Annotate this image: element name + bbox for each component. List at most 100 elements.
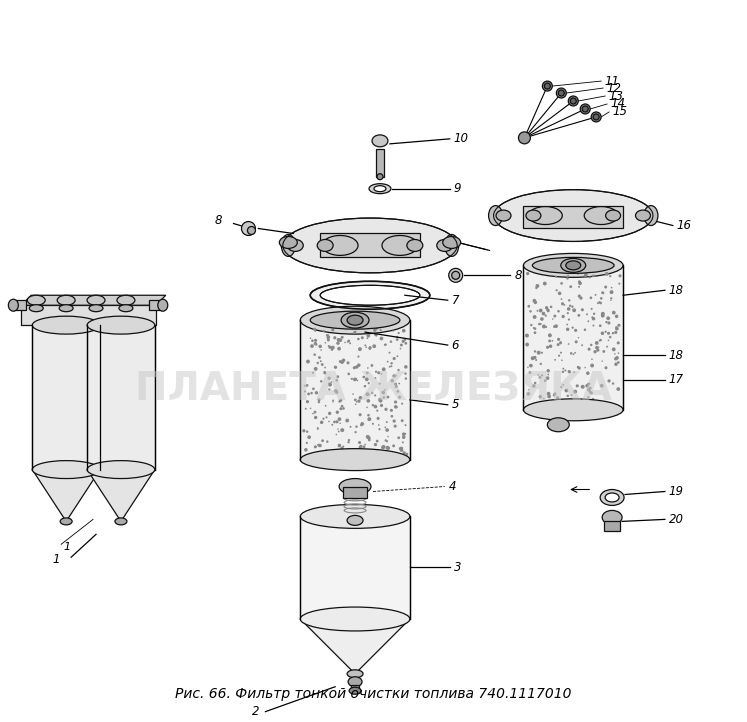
Ellipse shape [317, 399, 320, 401]
Ellipse shape [357, 338, 360, 340]
Ellipse shape [547, 392, 551, 396]
Text: 1: 1 [52, 553, 60, 566]
Ellipse shape [330, 381, 332, 383]
Ellipse shape [557, 310, 560, 313]
Ellipse shape [365, 326, 367, 327]
Ellipse shape [372, 344, 376, 348]
Ellipse shape [313, 328, 316, 331]
Ellipse shape [359, 445, 362, 448]
Ellipse shape [366, 435, 370, 439]
Ellipse shape [300, 306, 410, 334]
Ellipse shape [437, 240, 453, 251]
Ellipse shape [365, 378, 369, 381]
Ellipse shape [368, 393, 370, 396]
Ellipse shape [359, 445, 361, 448]
Ellipse shape [557, 88, 566, 98]
Ellipse shape [318, 344, 322, 348]
Ellipse shape [590, 344, 592, 346]
Ellipse shape [543, 282, 547, 285]
Ellipse shape [341, 447, 344, 450]
Ellipse shape [534, 327, 536, 330]
Ellipse shape [362, 445, 365, 448]
Ellipse shape [87, 316, 155, 334]
Ellipse shape [404, 365, 408, 369]
Ellipse shape [324, 342, 326, 344]
Text: 3: 3 [453, 561, 461, 574]
Ellipse shape [376, 335, 377, 336]
Bar [604, 521, 620, 531]
Ellipse shape [606, 346, 608, 348]
Text: Рис. 66. Фильтр тонкой очистки топлива 740.1117010: Рис. 66. Фильтр тонкой очистки топлива 7… [175, 687, 571, 701]
Ellipse shape [580, 104, 590, 114]
Ellipse shape [310, 311, 400, 329]
Text: 10: 10 [453, 132, 468, 145]
Ellipse shape [378, 428, 380, 430]
Ellipse shape [540, 317, 544, 321]
Ellipse shape [577, 367, 581, 370]
Text: 2: 2 [252, 705, 259, 718]
Ellipse shape [581, 344, 583, 346]
Ellipse shape [317, 401, 320, 404]
Ellipse shape [339, 422, 341, 424]
Ellipse shape [326, 417, 327, 419]
Ellipse shape [604, 366, 607, 369]
Ellipse shape [570, 98, 576, 104]
Ellipse shape [367, 334, 371, 338]
Text: 6: 6 [452, 339, 459, 352]
Ellipse shape [342, 445, 344, 448]
Text: 17: 17 [669, 373, 684, 386]
Ellipse shape [539, 308, 542, 313]
Ellipse shape [373, 329, 376, 332]
Ellipse shape [549, 344, 552, 348]
Text: 14: 14 [610, 97, 625, 110]
Ellipse shape [530, 310, 532, 313]
Ellipse shape [586, 384, 589, 388]
Ellipse shape [307, 393, 310, 396]
Ellipse shape [595, 341, 598, 345]
Ellipse shape [561, 258, 586, 272]
Ellipse shape [592, 398, 594, 401]
Ellipse shape [325, 405, 326, 406]
Ellipse shape [327, 339, 330, 342]
Ellipse shape [385, 428, 389, 432]
Ellipse shape [574, 340, 577, 344]
Ellipse shape [360, 424, 363, 426]
Ellipse shape [314, 342, 317, 345]
Ellipse shape [577, 295, 581, 297]
Text: 8: 8 [515, 269, 522, 282]
Ellipse shape [341, 326, 344, 329]
Ellipse shape [300, 448, 410, 471]
Ellipse shape [390, 340, 392, 343]
Ellipse shape [364, 385, 366, 388]
Ellipse shape [374, 394, 376, 396]
Ellipse shape [593, 350, 597, 353]
Text: 18: 18 [669, 284, 684, 297]
Ellipse shape [365, 378, 368, 380]
Ellipse shape [636, 210, 651, 221]
Ellipse shape [353, 452, 355, 454]
Ellipse shape [568, 299, 571, 302]
Ellipse shape [344, 342, 346, 343]
Ellipse shape [320, 380, 323, 383]
Ellipse shape [372, 404, 374, 406]
Ellipse shape [554, 315, 557, 318]
Ellipse shape [401, 403, 403, 404]
Ellipse shape [616, 326, 617, 329]
Ellipse shape [317, 428, 319, 430]
Ellipse shape [348, 439, 350, 441]
Ellipse shape [607, 321, 610, 324]
Ellipse shape [578, 286, 580, 288]
Ellipse shape [610, 300, 612, 301]
Ellipse shape [605, 321, 607, 323]
Ellipse shape [320, 349, 322, 351]
Ellipse shape [314, 411, 317, 414]
Ellipse shape [589, 387, 592, 389]
Text: 9: 9 [453, 182, 461, 195]
Ellipse shape [581, 308, 584, 311]
Ellipse shape [398, 396, 401, 399]
Ellipse shape [382, 367, 385, 371]
Ellipse shape [566, 323, 568, 326]
Ellipse shape [327, 377, 331, 380]
Ellipse shape [568, 370, 571, 373]
Ellipse shape [452, 271, 459, 279]
